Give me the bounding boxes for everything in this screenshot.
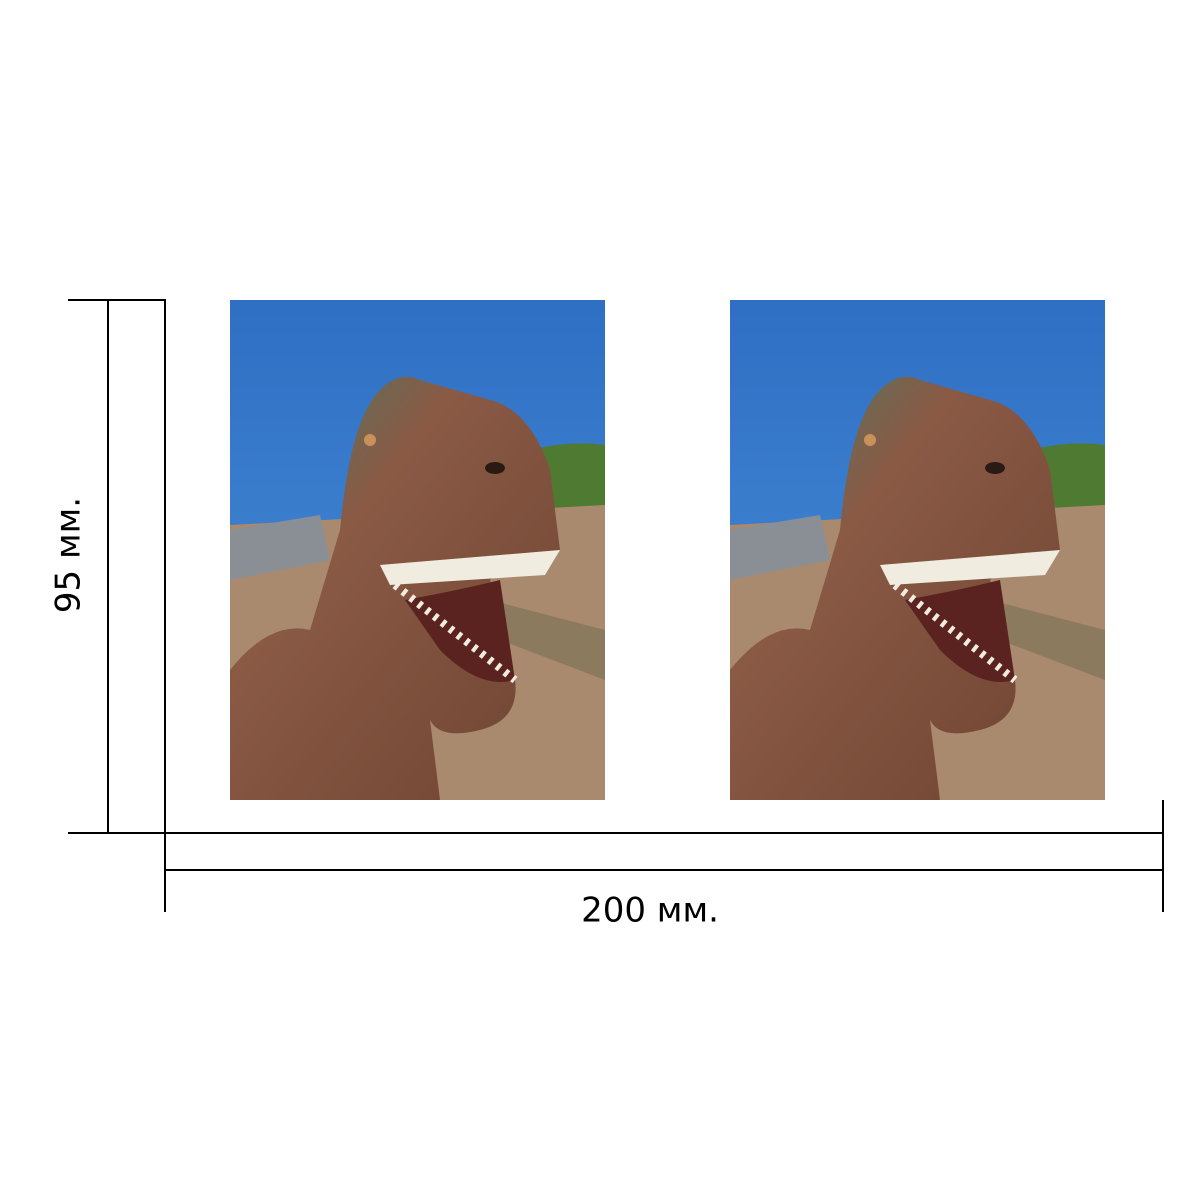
height-dimension: [68, 299, 166, 834]
width-dimension: [164, 800, 1164, 912]
width-label: 200 мм.: [581, 891, 719, 931]
height-label: 95 мм.: [49, 497, 89, 613]
product-image: [230, 300, 605, 800]
product-image: [730, 300, 1105, 800]
